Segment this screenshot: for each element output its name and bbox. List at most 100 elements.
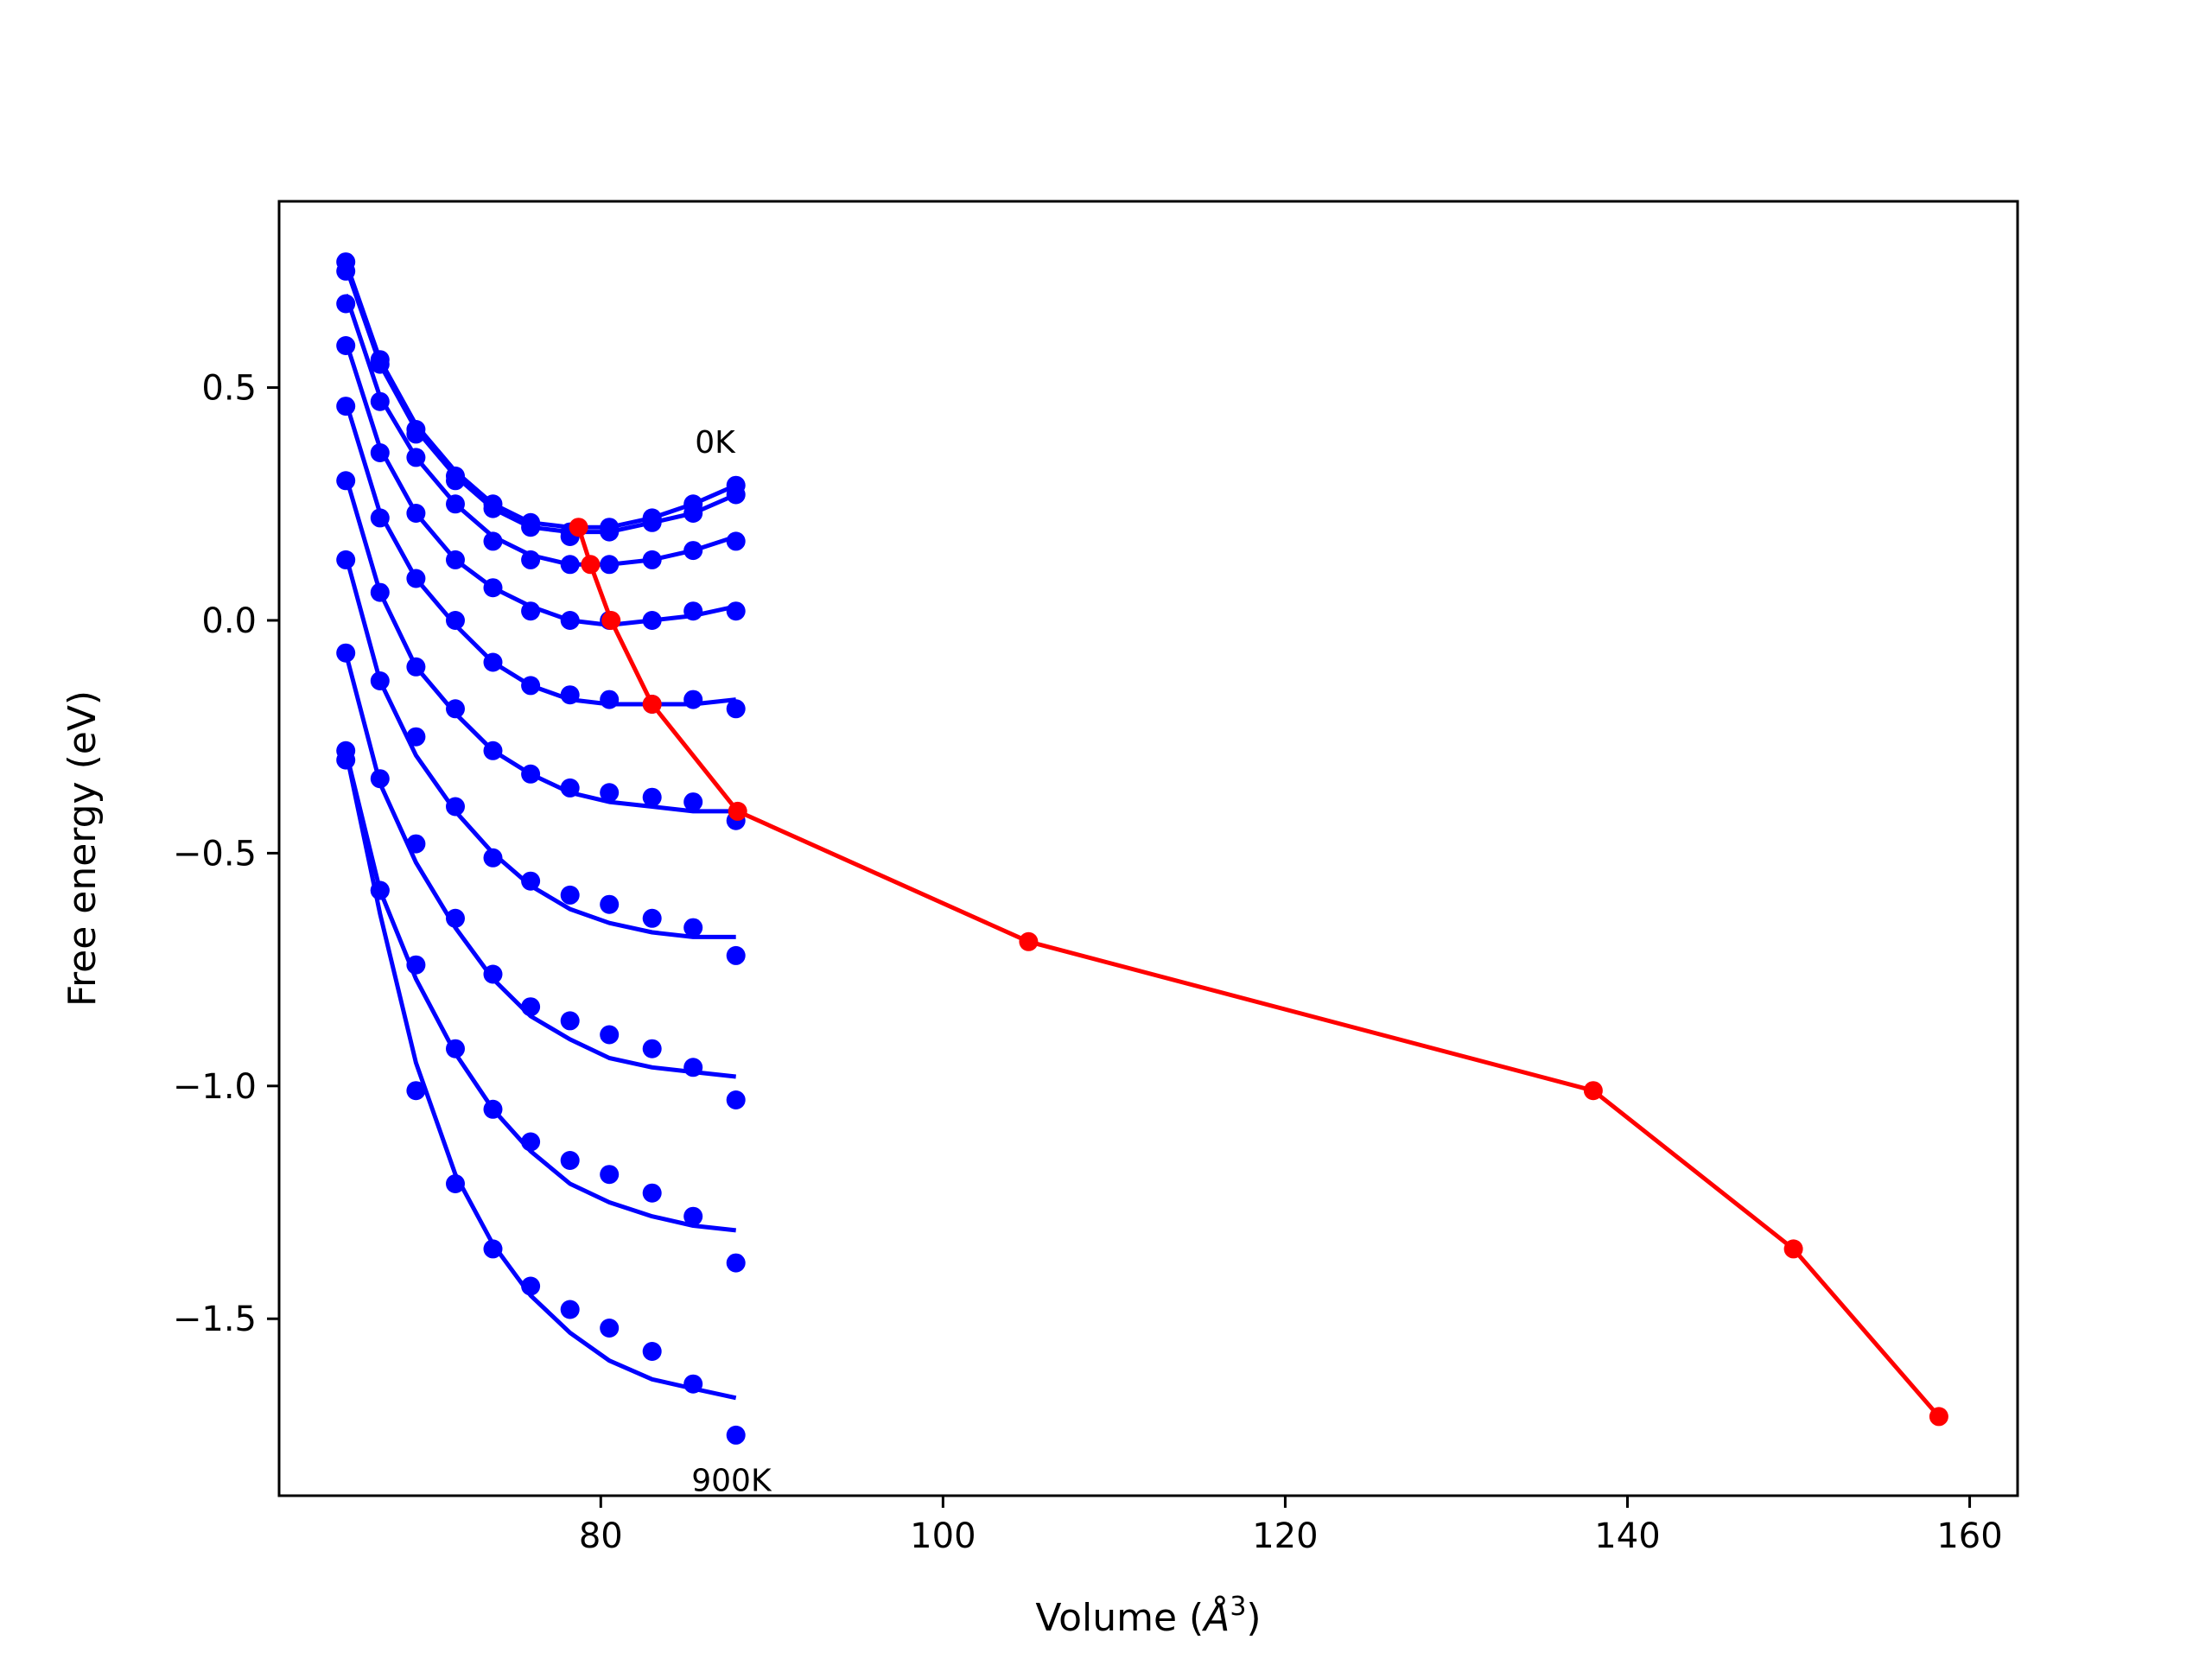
data-point-100K-1 xyxy=(370,354,390,374)
minimum-point-1 xyxy=(581,555,601,575)
data-point-100K-0 xyxy=(336,261,356,281)
data-point-900K-1 xyxy=(370,880,390,900)
data-point-700K-6 xyxy=(560,1011,580,1031)
data-point-300K-4 xyxy=(483,578,503,598)
annotation-0: 0K xyxy=(695,425,736,461)
data-point-800K-6 xyxy=(560,1151,580,1170)
data-point-900K-8 xyxy=(642,1342,662,1361)
minimum-point-6 xyxy=(1583,1081,1603,1101)
data-point-900K-6 xyxy=(560,1300,580,1319)
data-point-200K-6 xyxy=(560,555,580,575)
data-point-900K-4 xyxy=(483,1239,503,1259)
data-point-100K-10 xyxy=(726,485,746,505)
data-point-700K-4 xyxy=(483,964,503,984)
data-point-600K-1 xyxy=(370,671,390,690)
data-point-600K-9 xyxy=(683,918,703,938)
data-point-600K-3 xyxy=(446,797,465,817)
data-point-700K-3 xyxy=(446,908,465,928)
data-point-500K-4 xyxy=(483,741,503,760)
data-point-100K-9 xyxy=(683,504,703,523)
x-tick-label: 140 xyxy=(1594,1516,1660,1556)
data-point-500K-0 xyxy=(336,471,356,491)
minimum-point-5 xyxy=(1019,931,1039,951)
y-tick-label: 0.0 xyxy=(201,601,257,641)
annotations: 0K 900K xyxy=(691,425,772,1499)
data-point-500K-5 xyxy=(521,764,541,784)
data-point-500K-7 xyxy=(600,783,620,803)
x-axis-ticks: 80 100 120 140 160 xyxy=(579,1496,2003,1556)
plot-frame xyxy=(277,200,2019,1497)
y-axis-ticks: 0.5 0.0 −0.5 −1.0 −1.5 xyxy=(173,369,279,1339)
data-point-300K-3 xyxy=(446,550,465,569)
data-point-500K-9 xyxy=(683,792,703,812)
x-tick-label: 160 xyxy=(1936,1516,2002,1556)
data-point-200K-5 xyxy=(521,550,541,569)
x-axis-label: Volume (Å3) xyxy=(1035,1592,1261,1640)
data-point-800K-5 xyxy=(521,1132,541,1152)
data-point-400K-10 xyxy=(726,699,746,719)
data-point-700K-7 xyxy=(600,1025,620,1045)
data-point-700K-5 xyxy=(521,997,541,1017)
data-point-300K-6 xyxy=(560,611,580,630)
data-point-800K-9 xyxy=(683,1206,703,1226)
data-point-600K-5 xyxy=(521,871,541,891)
data-point-200K-10 xyxy=(726,531,746,551)
data-point-200K-3 xyxy=(446,494,465,514)
data-point-800K-7 xyxy=(600,1165,620,1185)
data-point-800K-10 xyxy=(726,1253,746,1273)
data-point-100K-5 xyxy=(521,518,541,537)
data-point-400K-3 xyxy=(446,611,465,630)
minimum-point-8 xyxy=(1929,1407,1948,1427)
data-point-400K-6 xyxy=(560,685,580,705)
data-point-200K-2 xyxy=(406,448,426,467)
x-axis-label-main: Volume ( xyxy=(1035,1596,1204,1640)
data-point-400K-7 xyxy=(600,690,620,709)
y-tick-label: 0.5 xyxy=(201,369,257,409)
data-point-800K-8 xyxy=(642,1183,662,1203)
data-point-400K-5 xyxy=(521,676,541,696)
data-point-900K-0 xyxy=(336,750,356,770)
data-point-100K-3 xyxy=(446,471,465,491)
data-point-100K-4 xyxy=(483,499,503,518)
data-point-600K-7 xyxy=(600,894,620,914)
data-point-900K-7 xyxy=(600,1319,620,1338)
data-point-300K-5 xyxy=(521,601,541,621)
data-point-700K-9 xyxy=(683,1058,703,1077)
data-point-100K-2 xyxy=(406,424,426,444)
data-point-700K-1 xyxy=(370,769,390,789)
data-point-900K-2 xyxy=(406,1081,426,1101)
data-point-500K-8 xyxy=(642,787,662,807)
minimum-point-7 xyxy=(1783,1239,1803,1259)
data-point-900K-3 xyxy=(446,1174,465,1193)
data-point-200K-7 xyxy=(600,555,620,575)
data-point-600K-8 xyxy=(642,908,662,928)
data-point-500K-1 xyxy=(370,582,390,602)
data-point-600K-0 xyxy=(336,550,356,569)
data-point-300K-9 xyxy=(683,601,703,621)
x-axis-label-close: ) xyxy=(1246,1596,1261,1640)
data-point-900K-9 xyxy=(683,1374,703,1394)
minimum-point-4 xyxy=(728,801,747,821)
data-point-200K-1 xyxy=(370,391,390,411)
data-point-400K-2 xyxy=(406,569,426,588)
plot-marks xyxy=(336,252,1948,1445)
x-tick-label: 100 xyxy=(910,1516,976,1556)
data-point-700K-0 xyxy=(336,643,356,663)
data-point-600K-4 xyxy=(483,848,503,868)
data-point-900K-5 xyxy=(521,1276,541,1296)
x-tick-label: 120 xyxy=(1252,1516,1318,1556)
minimum-point-0 xyxy=(569,518,588,537)
data-point-100K-8 xyxy=(642,512,662,532)
data-point-200K-8 xyxy=(642,550,662,569)
data-point-300K-8 xyxy=(642,611,662,630)
data-point-400K-1 xyxy=(370,508,390,528)
data-point-400K-9 xyxy=(683,690,703,709)
data-point-400K-4 xyxy=(483,652,503,672)
data-point-300K-0 xyxy=(336,336,356,355)
y-tick-label: −1.0 xyxy=(173,1067,257,1107)
data-point-200K-9 xyxy=(683,541,703,561)
annotation-1: 900K xyxy=(691,1464,772,1499)
data-point-200K-4 xyxy=(483,531,503,551)
data-point-400K-0 xyxy=(336,397,356,416)
